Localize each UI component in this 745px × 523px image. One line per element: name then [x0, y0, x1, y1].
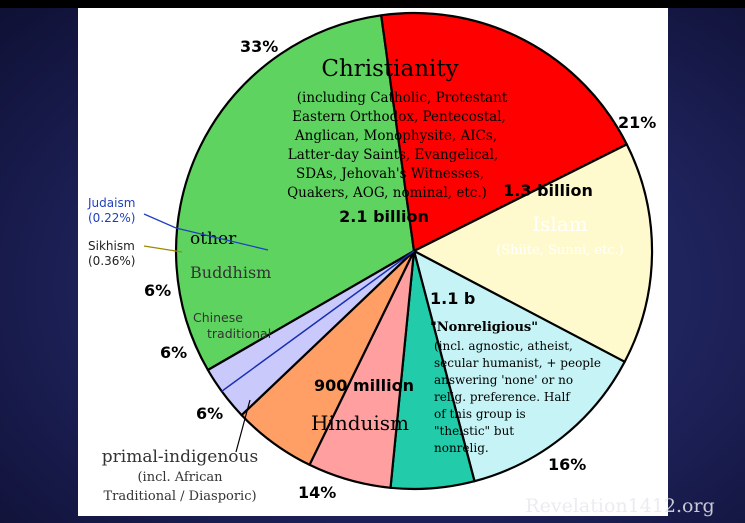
primal-detail-line: (incl. African [137, 470, 223, 485]
count-christianity: 2.1 billion [339, 207, 429, 226]
percent-sikhism: (0.36%) [88, 254, 135, 268]
slice-christianity [174, 14, 416, 372]
judaism-leader-line [143, 213, 269, 251]
slice-nonreligious [412, 143, 654, 363]
percent-chinese: 6% [160, 343, 187, 362]
islam-detail-line: (Shiite, Sunni, etc.) [496, 243, 624, 258]
nonreligious-detail-line: answering 'none' or no [434, 373, 573, 387]
christianity-detail-line: Anglican, Monophysite, AICs, [294, 128, 497, 144]
slice-hinduism [412, 249, 626, 483]
nonreligious-detail-line: of this group is [434, 407, 526, 421]
top-strip [0, 0, 745, 8]
label-primal: primal-indigenous [102, 447, 258, 467]
percent-buddhism: 6% [144, 281, 171, 300]
label-christianity: Christianity [321, 56, 458, 82]
label-sikhism: Sikhism [88, 239, 135, 253]
count-nonreligious: 1.1 b [430, 289, 475, 308]
christianity-detail-line: Eastern Orthodox, Pentecostal, [292, 109, 506, 125]
count-islam: 1.3 billion [503, 181, 593, 200]
label-chinese-line2: traditional [207, 326, 271, 341]
label-chinese-line1: Chinese [193, 310, 243, 325]
judaism-separator [221, 250, 415, 392]
label-nonreligious: "Nonreligious" [430, 320, 538, 335]
christianity-detail-line: Quakers, AOG, nominal, etc.) [287, 185, 487, 201]
slice-other [206, 249, 416, 417]
nonreligious-detail-line: relig. preference. Half [434, 390, 571, 404]
watermark: Revelation1412.org [525, 495, 714, 517]
percent-judaism: (0.22%) [88, 211, 135, 225]
nonreligious-detail-line: nonrelig. [434, 441, 489, 455]
percent-islam: 21% [618, 113, 656, 132]
nonreligious-detail-line: secular humanist, + people [434, 356, 601, 370]
label-buddhism: Buddhism [190, 263, 271, 282]
slice-islam [380, 11, 628, 253]
percent-primal: 6% [196, 404, 223, 423]
christianity-detail-line: (including Catholic, Protestant [297, 90, 508, 106]
nonreligious-detail-line: "theistic" but [434, 424, 514, 438]
nonreligious-detail-line: (incl. agnostic, atheist, [434, 339, 573, 353]
count-hinduism: 900 million [314, 376, 414, 395]
sikhism-leader-line [143, 245, 183, 253]
christianity-detail-line: SDAs, Jehovah's Witnesses, [296, 166, 484, 182]
christianity-detail-line: Latter-day Saints, Evangelical, [288, 147, 498, 163]
label-islam: Islam [532, 212, 587, 236]
percent-nonreligious: 16% [548, 455, 586, 474]
label-judaism: Judaism [87, 196, 135, 210]
primal-leader-line [235, 399, 251, 453]
label-other: other [190, 229, 237, 249]
percent-christianity: 33% [240, 37, 278, 56]
primal-detail-line: Traditional / Diasporic) [103, 489, 256, 504]
percent-hinduism: 14% [298, 483, 336, 502]
label-hinduism: Hinduism [311, 411, 409, 435]
